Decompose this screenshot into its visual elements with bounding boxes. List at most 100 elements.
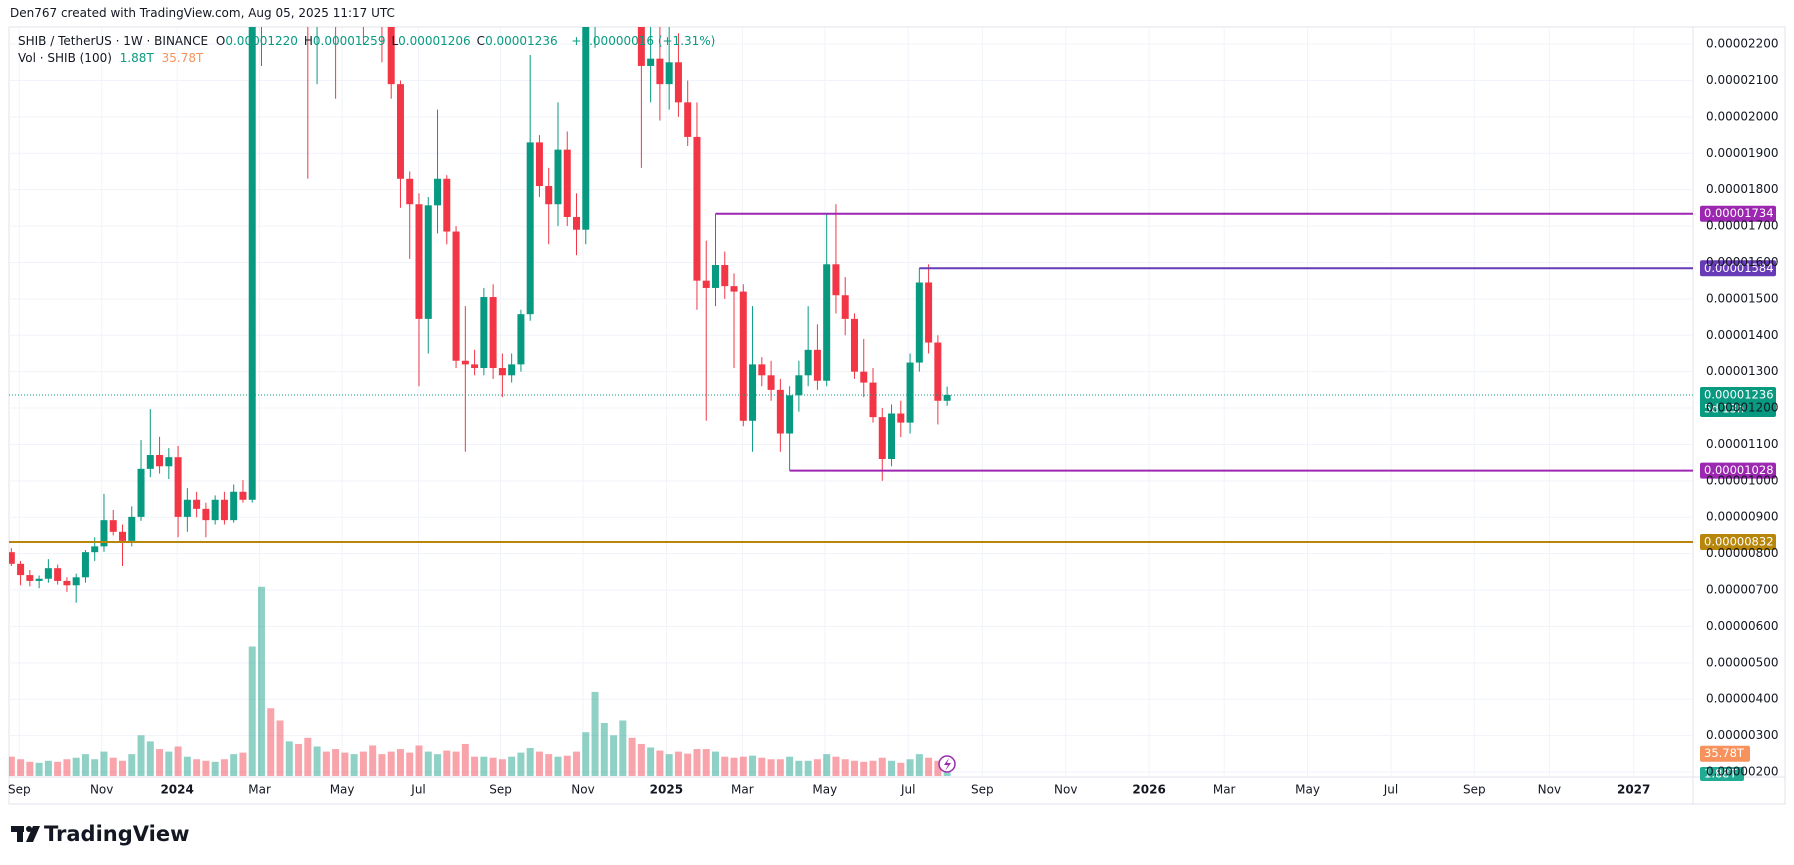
- y-tick-label: 0.00002000: [1706, 109, 1779, 123]
- candle-body: [63, 580, 71, 586]
- candle-body: [934, 342, 942, 401]
- candle-body: [44, 568, 52, 579]
- candle-body: [897, 413, 905, 423]
- volume-bar: [869, 760, 877, 776]
- y-tick-label: 0.00001600: [1706, 255, 1779, 269]
- volume-bar: [674, 751, 682, 776]
- volume-bar: [517, 752, 525, 776]
- volume-layer: [9, 586, 951, 776]
- volume-bar: [591, 691, 599, 776]
- volume-last: 1.88T: [119, 51, 154, 65]
- volume-bar: [739, 756, 747, 776]
- level-tag-bg: [1700, 462, 1776, 479]
- volume-bar: [387, 751, 395, 776]
- volume-bar: [313, 746, 321, 776]
- candle-body: [535, 142, 543, 187]
- y-tick-label: 0.00000700: [1706, 583, 1779, 597]
- volume-bar: [285, 741, 293, 776]
- candle-body: [776, 389, 784, 434]
- volume-bar: [369, 745, 377, 776]
- volume-bar: [322, 751, 330, 776]
- last-price-bg: [1700, 386, 1776, 417]
- volume-bar: [563, 755, 571, 776]
- volume-bar: [406, 752, 414, 776]
- volume-bar: [257, 586, 265, 776]
- candle-body: [452, 231, 460, 361]
- level-tag: 0.00001028: [1704, 463, 1774, 477]
- x-tick-label: May: [1295, 783, 1320, 797]
- volume-bar: [628, 737, 636, 776]
- candle-body: [869, 382, 877, 418]
- candle-body: [9, 552, 15, 564]
- candle-body: [387, 27, 395, 85]
- volume-name: Vol · SHIB (100): [18, 51, 112, 65]
- x-tick-label: Sep: [1463, 783, 1486, 797]
- volume-bar: [582, 732, 590, 776]
- candle-body: [174, 457, 182, 517]
- volume-bar: [146, 741, 154, 776]
- candle-body: [100, 520, 108, 547]
- volume-bar: [925, 757, 933, 776]
- y-tick-label: 0.00000900: [1706, 510, 1779, 524]
- volume-bar: [915, 754, 923, 776]
- volume-bar: [637, 743, 645, 776]
- volume-bar: [684, 753, 692, 776]
- candle-body: [526, 142, 534, 315]
- candle-body: [730, 286, 738, 292]
- alert-bolt: [944, 758, 951, 771]
- volume-bar: [573, 751, 581, 776]
- volume-bar: [100, 751, 108, 776]
- candle-body: [767, 375, 775, 390]
- y-tick-label: 0.00001800: [1706, 182, 1779, 196]
- volume-bar: [239, 752, 247, 776]
- volume-bar: [183, 756, 191, 776]
- y-tick-label: 0.00001900: [1706, 146, 1779, 160]
- volume-bar: [230, 754, 238, 776]
- candle-body: [906, 362, 914, 423]
- candle-body: [749, 364, 757, 421]
- candle-body: [396, 84, 404, 179]
- x-tick-label: 2026: [1132, 783, 1165, 797]
- grid: [9, 27, 1693, 777]
- candle-body: [443, 178, 451, 232]
- candle-body: [925, 282, 933, 343]
- volume-bar: [471, 756, 479, 776]
- candle-body: [554, 149, 562, 205]
- volume-bar: [137, 735, 145, 776]
- volume-legend: Vol · SHIB (100) 1.88T 35.78T: [18, 51, 207, 65]
- y-tick-label: 0.00001000: [1706, 473, 1779, 487]
- volume-bar: [17, 759, 25, 776]
- candle-body: [211, 499, 219, 521]
- candle-body: [91, 546, 99, 553]
- volume-bar: [54, 761, 62, 776]
- volume-bar: [174, 746, 182, 776]
- volume-bar: [267, 708, 275, 776]
- volume-bar: [786, 756, 794, 776]
- candle-body: [165, 457, 173, 467]
- volume-bar: [202, 760, 210, 776]
- candle-body: [480, 297, 488, 369]
- legend-value: 0.00001220: [225, 34, 298, 48]
- candle-body: [850, 318, 858, 372]
- y-tick-label: 0.00002200: [1706, 37, 1779, 51]
- x-tick-label: 2027: [1617, 783, 1650, 797]
- x-tick-label: Sep: [971, 783, 994, 797]
- legend-key: H: [303, 34, 313, 48]
- last-price-tag: 0.00001236: [1704, 387, 1774, 401]
- candle-body: [183, 499, 191, 517]
- candle-body: [823, 264, 831, 381]
- x-tick-label: Mar: [1213, 783, 1236, 797]
- volume-bar: [860, 761, 868, 776]
- volume-bar: [545, 754, 553, 776]
- volume-bar: [888, 760, 896, 776]
- volume-bar: [332, 749, 340, 776]
- candle-body: [915, 282, 923, 363]
- volume-bar: [461, 743, 469, 776]
- x-tick-label: Jul: [900, 783, 915, 797]
- candle-body: [434, 178, 442, 206]
- candle-body: [35, 578, 43, 581]
- level-tag-bg: [1700, 533, 1776, 550]
- x-tick-label: Jul: [410, 783, 425, 797]
- volume-bar: [795, 760, 803, 776]
